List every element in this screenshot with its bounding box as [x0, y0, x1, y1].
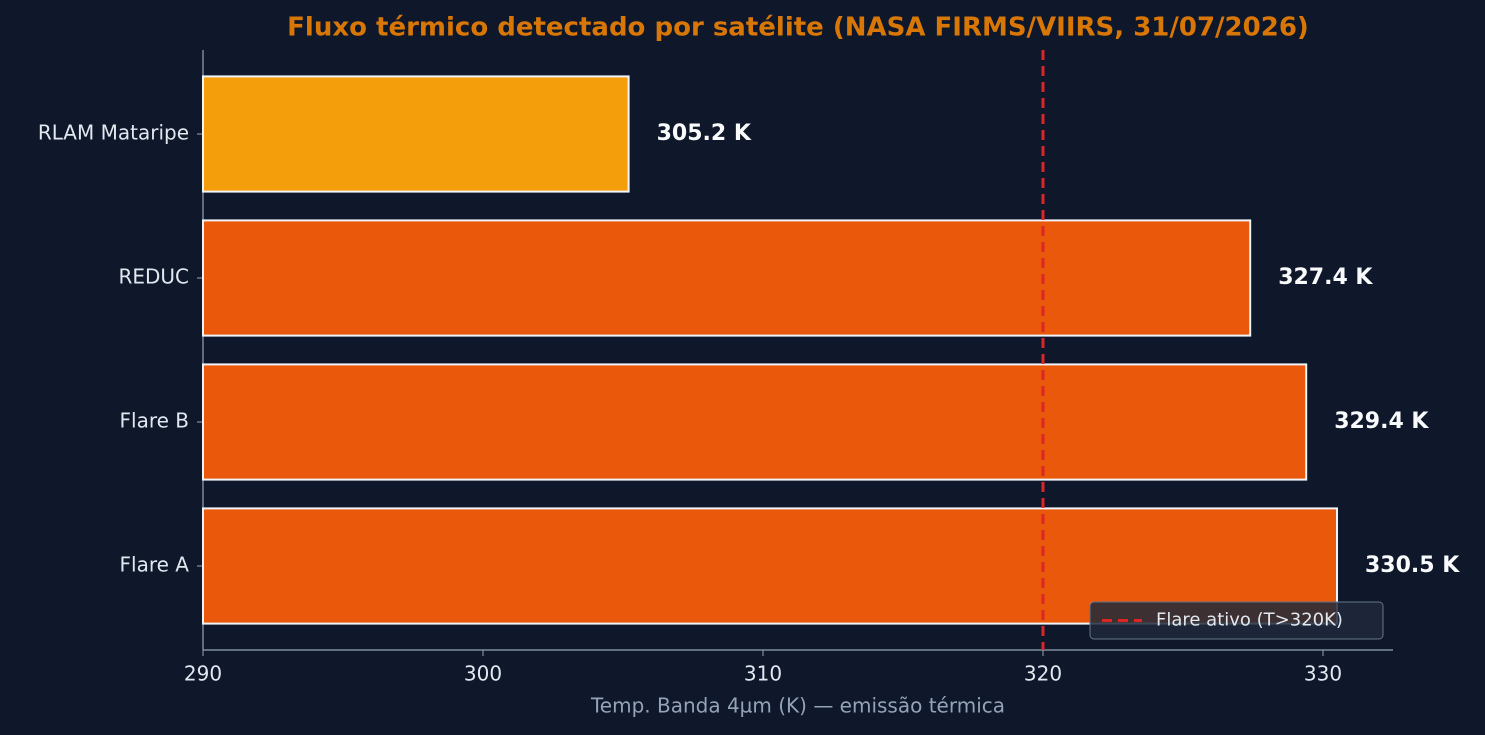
x-tick-label: 290 — [184, 662, 222, 686]
legend-box — [1089, 601, 1384, 640]
legend-label: Flare ativo (T>320K) — [1156, 610, 1343, 631]
value-label: 329.4 K — [1334, 409, 1429, 434]
y-tick-label: Flare B — [120, 409, 189, 433]
x-tick-label: 300 — [464, 662, 502, 686]
bar — [202, 219, 1252, 337]
x-tick-label: 330 — [1304, 662, 1342, 686]
value-label: 305.2 K — [657, 121, 752, 146]
value-label: 330.5 K — [1365, 553, 1460, 578]
y-tick-label: RLAM Mataripe — [38, 121, 189, 145]
y-tick-label: REDUC — [118, 265, 189, 289]
bar — [202, 363, 1308, 481]
bar — [202, 75, 630, 193]
chart-title: Fluxo térmico detectado por satélite (NA… — [287, 13, 1309, 43]
value-label: 327.4 K — [1278, 265, 1373, 290]
y-tick-label: Flare A — [120, 553, 190, 577]
x-tick-label: 320 — [1024, 662, 1062, 686]
x-tick-label: 310 — [744, 662, 782, 686]
x-axis-label: Temp. Banda 4µm (K) — emissão térmica — [590, 694, 1005, 718]
